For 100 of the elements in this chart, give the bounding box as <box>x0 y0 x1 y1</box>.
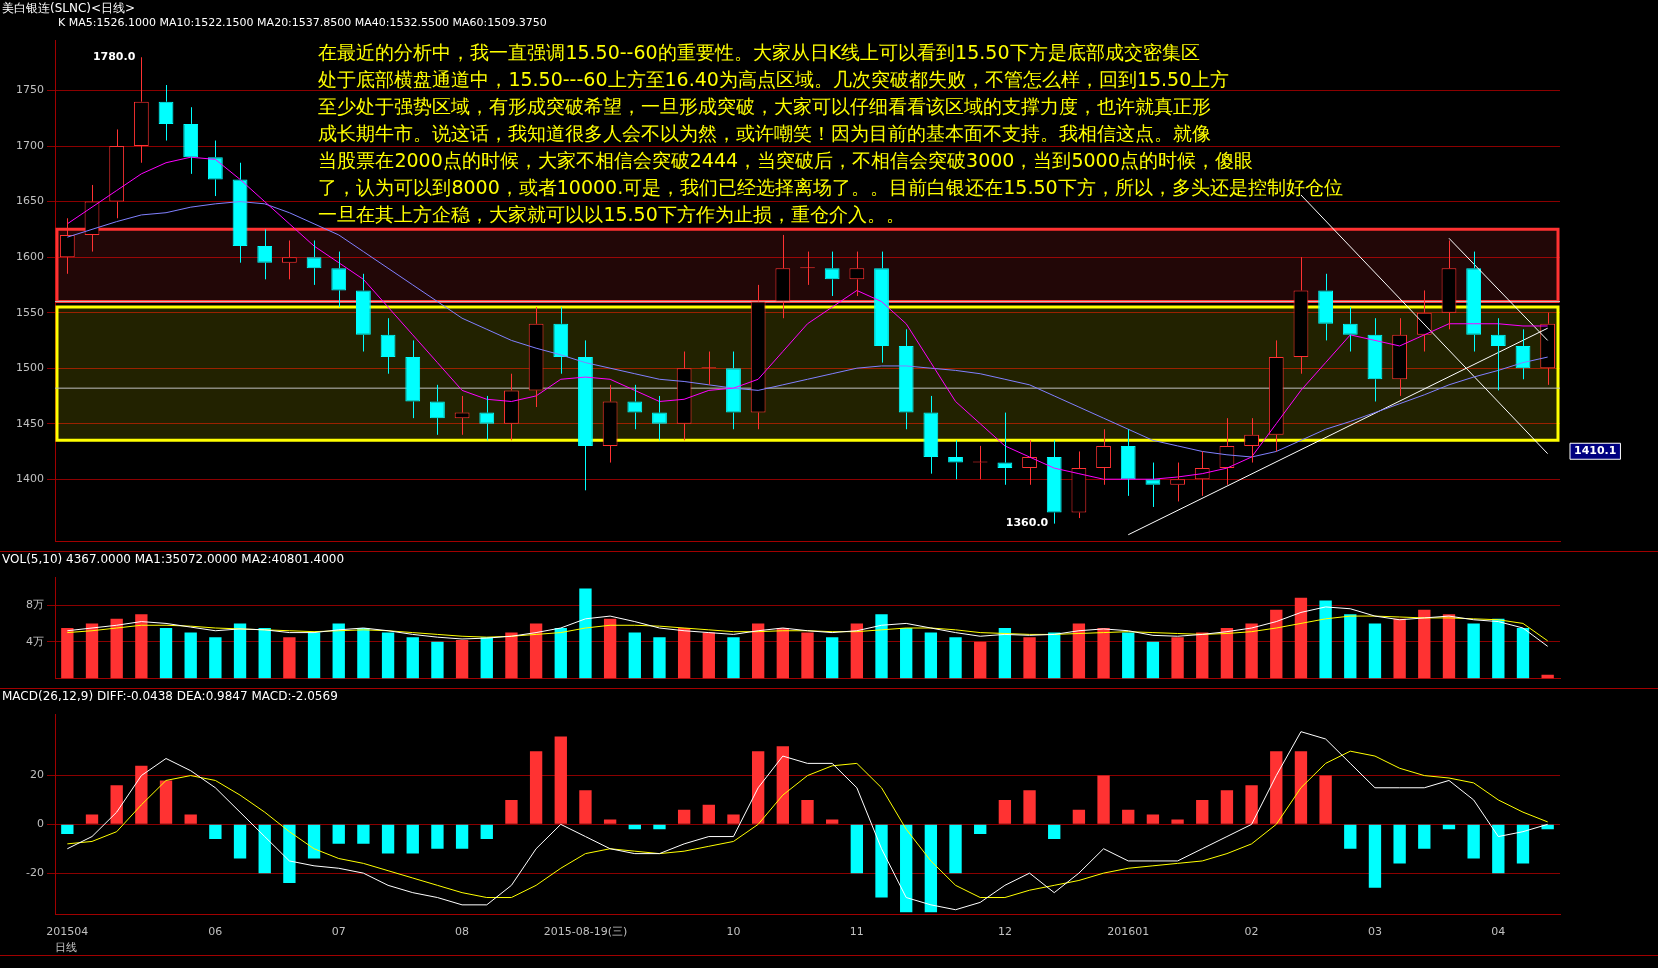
bar <box>998 799 1012 824</box>
bar <box>480 637 493 679</box>
bar <box>801 799 814 824</box>
x-tick-label: 2015-08-19(三) <box>543 925 628 939</box>
candlestick <box>1268 339 1284 452</box>
bar <box>1196 799 1209 824</box>
bar <box>505 632 518 679</box>
bar <box>1393 824 1406 864</box>
bar <box>1442 614 1456 679</box>
bar <box>1344 824 1357 849</box>
bar <box>776 746 789 824</box>
bar <box>751 751 765 824</box>
chart-subtitle: K MA5:1526.1000 MA10:1522.1500 MA20:1537.8500 MA40:1532.5500 MA60:1509.3750 <box>57 16 548 31</box>
candlestick <box>1466 251 1482 353</box>
candlestick <box>898 328 914 430</box>
candlestick <box>133 56 149 164</box>
candlestick <box>874 251 889 364</box>
candlestick <box>356 273 371 353</box>
y-tick-label: 1750 <box>16 83 44 97</box>
bar <box>1516 628 1530 679</box>
bar <box>1368 623 1382 679</box>
bar <box>283 824 296 883</box>
x-axis-title: 日线 <box>55 941 77 955</box>
bar <box>332 824 345 844</box>
bar <box>850 824 864 874</box>
bar <box>1492 824 1505 874</box>
bar <box>307 824 321 859</box>
bar <box>135 614 148 679</box>
bar <box>1220 628 1234 679</box>
candlestick <box>726 351 741 430</box>
bar <box>603 618 617 679</box>
y-tick-label: 8万 <box>26 597 44 611</box>
candlestick <box>331 251 347 308</box>
text: 1410.1 <box>1574 444 1617 458</box>
bar <box>727 637 740 679</box>
bar <box>85 814 99 824</box>
y-tick-label: -20 <box>26 866 44 879</box>
bar <box>1245 623 1258 679</box>
bar <box>110 618 123 679</box>
annotation: 成长期牛市。说这话，我知道很多人会不以为然，或许嘲笑！因为目前的基本面不支持。我相信这点。就像 <box>318 122 1212 145</box>
bar <box>381 824 395 854</box>
bar <box>1122 632 1135 679</box>
bar <box>554 628 567 679</box>
candlestick <box>553 306 569 375</box>
candlestick <box>1046 439 1062 525</box>
candlestick <box>602 384 618 464</box>
candlestick <box>405 339 421 419</box>
candlestick <box>676 351 692 441</box>
bar <box>1097 628 1110 679</box>
x-tick-label: 11 <box>849 925 864 939</box>
x-tick-label: 08 <box>455 925 470 939</box>
bar <box>85 623 99 679</box>
bar <box>924 824 938 913</box>
bar <box>579 588 592 679</box>
bar <box>1368 824 1382 888</box>
bar <box>184 814 197 824</box>
chart-title: VOL(5,10) 4367.0000 MA1:35072.0000 MA2:40801.4000 <box>1 552 346 568</box>
bar <box>974 824 987 835</box>
bar <box>159 628 173 679</box>
bar <box>1171 819 1184 824</box>
y-tick-label: 1450 <box>16 416 44 430</box>
bar <box>1393 618 1406 679</box>
annotation: 在最近的分析中，我一直强调15.50--60的重要性。大家从日K线上可以看到15.50下方是底部成交密集区 <box>318 41 1200 64</box>
x-tick-label: 201504 <box>46 925 89 939</box>
bar <box>998 628 1012 679</box>
annotation: 至少处于强势区域，有形成突破希望，一旦形成突破，大家可以仔细看看该区域的支撑力度，也许就真正形 <box>318 95 1212 118</box>
bar <box>702 632 715 679</box>
bar <box>1319 775 1332 824</box>
bar <box>233 623 247 679</box>
bar <box>653 824 666 830</box>
bar <box>431 824 444 849</box>
y-tick-label: 1400 <box>16 472 44 486</box>
bar <box>554 736 567 824</box>
candlestick <box>1540 312 1556 386</box>
bar <box>826 637 839 679</box>
bar <box>751 623 765 679</box>
annotation: 一旦在其上方企稳，大家就可以以15.50下方作为止损，重仓介入。。 <box>318 203 905 226</box>
bar <box>1467 824 1480 859</box>
bar <box>801 632 814 679</box>
x-tick-label: 10 <box>726 925 741 939</box>
bar <box>875 824 888 898</box>
candlestick <box>578 339 593 491</box>
candlestick <box>504 373 519 441</box>
bar <box>1072 809 1086 824</box>
bar <box>283 637 296 679</box>
bar <box>1270 751 1283 824</box>
bar <box>332 623 345 679</box>
bar <box>529 751 543 824</box>
bar <box>677 628 691 679</box>
bar <box>826 819 839 824</box>
bar <box>579 790 592 824</box>
bar <box>628 632 641 679</box>
bar <box>455 639 469 679</box>
y-tick-label: 20 <box>30 768 44 782</box>
candlestick <box>1318 273 1334 341</box>
bar <box>233 824 247 859</box>
bar <box>209 637 222 679</box>
bar <box>727 814 740 824</box>
bar <box>1516 824 1530 864</box>
bar <box>1344 614 1357 679</box>
